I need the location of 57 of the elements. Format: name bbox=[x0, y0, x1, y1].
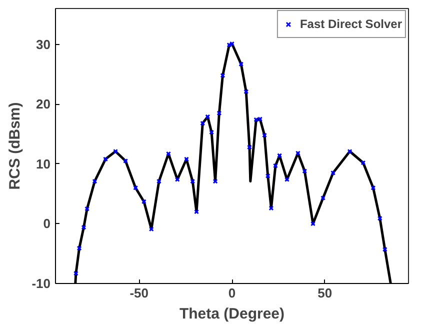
point bbox=[254, 117, 259, 122]
point bbox=[112, 148, 118, 154]
point bbox=[360, 160, 366, 166]
point bbox=[265, 173, 270, 178]
point bbox=[310, 221, 316, 226]
point bbox=[76, 246, 82, 251]
point bbox=[220, 72, 226, 78]
y-axis-title: RCS (dBsm) bbox=[6, 102, 24, 190]
x-tick-label: -50 bbox=[130, 286, 149, 300]
y-tick-label: 10 bbox=[36, 156, 51, 172]
point bbox=[268, 206, 274, 211]
point bbox=[184, 156, 189, 162]
y-tick-label: 0 bbox=[43, 216, 51, 232]
point bbox=[330, 170, 336, 176]
point bbox=[229, 41, 235, 46]
point bbox=[209, 130, 214, 135]
point bbox=[216, 110, 222, 116]
point bbox=[272, 163, 278, 168]
x-tick-label: 50 bbox=[318, 286, 332, 300]
point bbox=[377, 216, 382, 221]
point bbox=[295, 150, 300, 156]
point bbox=[141, 199, 146, 204]
point bbox=[370, 185, 376, 190]
point bbox=[81, 224, 86, 230]
point bbox=[277, 153, 282, 158]
y-tick-label: 30 bbox=[36, 36, 51, 52]
point bbox=[166, 151, 171, 156]
point bbox=[258, 116, 263, 122]
point bbox=[205, 114, 210, 120]
point bbox=[73, 270, 78, 276]
y-tick-label: -10 bbox=[32, 276, 51, 291]
point bbox=[244, 89, 249, 94]
point bbox=[238, 62, 244, 67]
point bbox=[382, 246, 388, 252]
point bbox=[194, 209, 200, 214]
point bbox=[92, 178, 98, 184]
point bbox=[190, 178, 196, 184]
point bbox=[174, 176, 180, 182]
point bbox=[320, 195, 326, 201]
point bbox=[347, 148, 352, 154]
point bbox=[102, 156, 108, 162]
point bbox=[226, 42, 232, 48]
point bbox=[148, 226, 154, 232]
y-tick-label: 20 bbox=[36, 96, 51, 112]
x-tick-label: 0 bbox=[228, 286, 236, 300]
point bbox=[212, 178, 218, 184]
point bbox=[200, 120, 206, 126]
point bbox=[156, 178, 162, 184]
x-axis-title: Theta (Degree) bbox=[179, 306, 285, 322]
point bbox=[246, 144, 252, 150]
point bbox=[262, 132, 268, 138]
point bbox=[284, 176, 290, 182]
point bbox=[84, 206, 90, 212]
point bbox=[133, 185, 138, 190]
point bbox=[123, 158, 128, 164]
legend-label: Fast Direct Solver bbox=[300, 17, 402, 31]
point bbox=[302, 168, 308, 174]
